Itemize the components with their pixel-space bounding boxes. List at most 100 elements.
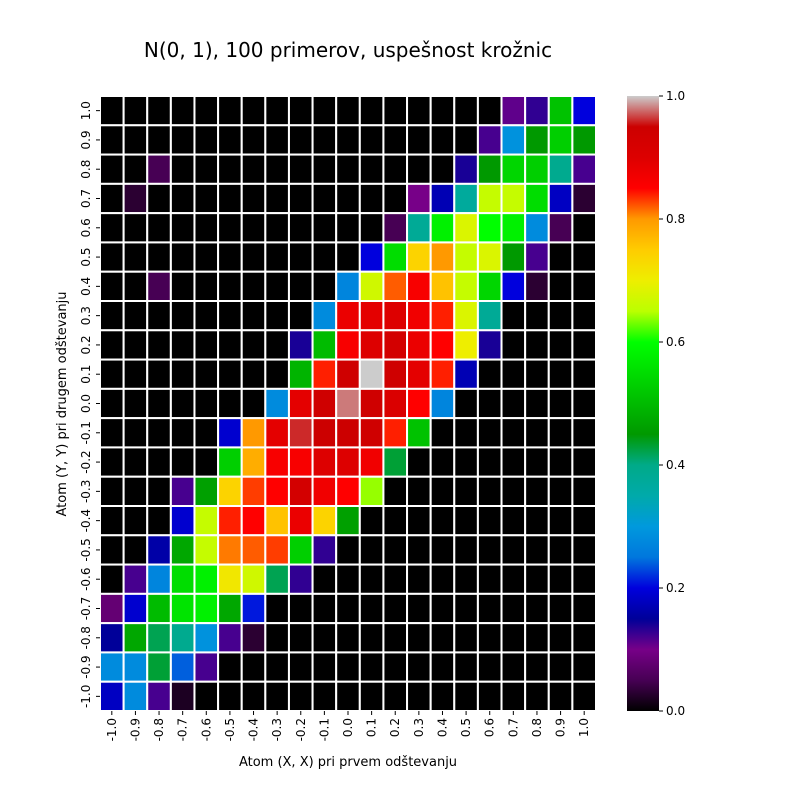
heatmap-cell bbox=[240, 329, 267, 361]
heatmap-cell bbox=[146, 505, 172, 537]
heatmap-cell bbox=[476, 95, 503, 127]
heatmap-cell bbox=[169, 153, 196, 185]
heatmap-cell bbox=[193, 358, 220, 390]
heatmap-cell bbox=[571, 505, 598, 537]
heatmap-cell bbox=[287, 358, 314, 390]
heatmap-cell bbox=[476, 563, 503, 595]
heatmap-cell bbox=[169, 212, 196, 244]
heatmap-cell bbox=[358, 417, 385, 449]
heatmap-cell bbox=[99, 387, 125, 420]
heatmap-cell bbox=[311, 329, 338, 361]
heatmap-cell bbox=[99, 505, 125, 537]
heatmap-cell bbox=[122, 680, 149, 713]
heatmap-cell bbox=[193, 563, 220, 595]
heatmap-cell bbox=[547, 651, 574, 683]
heatmap-cell bbox=[311, 387, 338, 420]
heatmap-cell bbox=[335, 534, 361, 566]
heatmap-cell bbox=[547, 680, 574, 713]
heatmap-cell bbox=[99, 446, 125, 478]
heatmap-cell bbox=[406, 358, 432, 390]
y-tick-label: -0.9 bbox=[79, 655, 93, 678]
heatmap-cell bbox=[122, 651, 149, 683]
heatmap-cell bbox=[500, 358, 527, 390]
y-tick-label: -0.7 bbox=[79, 597, 93, 620]
heatmap-cell bbox=[524, 592, 550, 625]
heatmap-cell bbox=[335, 446, 361, 478]
heatmap-cell bbox=[122, 592, 149, 625]
heatmap-cell bbox=[193, 300, 220, 332]
chart-title: N(0, 1), 100 primerov, uspešnost krožnic bbox=[144, 38, 552, 62]
heatmap-cell bbox=[358, 387, 385, 420]
heatmap-cell bbox=[524, 358, 550, 390]
heatmap-cell bbox=[311, 417, 338, 449]
colorbar-tick-label: 0.4 bbox=[666, 458, 685, 472]
heatmap-cell bbox=[524, 212, 550, 244]
heatmap-cell bbox=[311, 680, 338, 713]
heatmap-cell bbox=[335, 95, 361, 127]
heatmap-cell bbox=[571, 241, 598, 273]
heatmap-cell bbox=[217, 270, 243, 303]
heatmap-cell bbox=[429, 592, 456, 625]
heatmap-cell bbox=[99, 534, 125, 566]
heatmap-cell bbox=[358, 651, 385, 683]
heatmap-cell bbox=[500, 212, 527, 244]
heatmap-cell bbox=[406, 241, 432, 273]
heatmap-cell bbox=[287, 622, 314, 654]
heatmap-cell bbox=[335, 417, 361, 449]
heatmap-cell bbox=[524, 446, 550, 478]
heatmap-cell bbox=[453, 592, 479, 625]
heatmap-cell bbox=[311, 475, 338, 508]
heatmap-cell bbox=[382, 592, 409, 625]
heatmap-cell bbox=[524, 680, 550, 713]
heatmap-cell bbox=[453, 212, 479, 244]
heatmap-cell bbox=[99, 563, 125, 595]
heatmap-cell bbox=[146, 241, 172, 273]
colorbar-tick-label: 0.8 bbox=[666, 212, 685, 226]
heatmap-cell bbox=[287, 270, 314, 303]
heatmap-cell bbox=[476, 329, 503, 361]
heatmap-cell bbox=[406, 124, 432, 156]
heatmap-cells bbox=[99, 95, 598, 713]
heatmap-cell bbox=[311, 95, 338, 127]
heatmap-cell bbox=[217, 505, 243, 537]
heatmap-cell bbox=[169, 358, 196, 390]
heatmap-cell bbox=[547, 446, 574, 478]
heatmap-cell bbox=[287, 505, 314, 537]
heatmap-cell bbox=[382, 475, 409, 508]
heatmap-cell bbox=[571, 680, 598, 713]
heatmap-cell bbox=[122, 329, 149, 361]
heatmap-cell bbox=[240, 241, 267, 273]
heatmap-cell bbox=[453, 651, 479, 683]
heatmap-cell bbox=[476, 241, 503, 273]
heatmap-cell bbox=[193, 329, 220, 361]
heatmap-cell bbox=[240, 592, 267, 625]
heatmap-cell bbox=[169, 300, 196, 332]
heatmap-cell bbox=[146, 270, 172, 303]
y-tick-label: -0.1 bbox=[79, 421, 93, 444]
heatmap-cell bbox=[476, 124, 503, 156]
heatmap-cell bbox=[240, 270, 267, 303]
heatmap-cell bbox=[453, 417, 479, 449]
heatmap-cell bbox=[500, 475, 527, 508]
heatmap-cell bbox=[217, 417, 243, 449]
x-tick-label: 0.0 bbox=[341, 718, 355, 737]
heatmap-cell bbox=[571, 387, 598, 420]
heatmap-cell bbox=[500, 680, 527, 713]
heatmap-cell bbox=[287, 417, 314, 449]
heatmap-cell bbox=[99, 651, 125, 683]
heatmap-cell bbox=[99, 358, 125, 390]
heatmap-cell bbox=[311, 212, 338, 244]
heatmap-cell bbox=[264, 300, 290, 332]
heatmap-cell bbox=[99, 329, 125, 361]
heatmap-cell bbox=[500, 387, 527, 420]
heatmap-cell bbox=[217, 300, 243, 332]
y-axis-ticks: 1.0 0.9 0.8 0.7 0.6 0.5 0.4 0.3 0.2 0.1 0.0 -0.1 -0.… bbox=[79, 101, 100, 708]
heatmap-cell bbox=[335, 124, 361, 156]
heatmap-cell bbox=[524, 182, 550, 215]
heatmap-cell bbox=[500, 300, 527, 332]
heatmap-cell bbox=[358, 329, 385, 361]
heatmap-cell bbox=[335, 563, 361, 595]
y-tick-label: 0.3 bbox=[79, 306, 93, 325]
heatmap-cell bbox=[524, 300, 550, 332]
heatmap-cell bbox=[287, 95, 314, 127]
